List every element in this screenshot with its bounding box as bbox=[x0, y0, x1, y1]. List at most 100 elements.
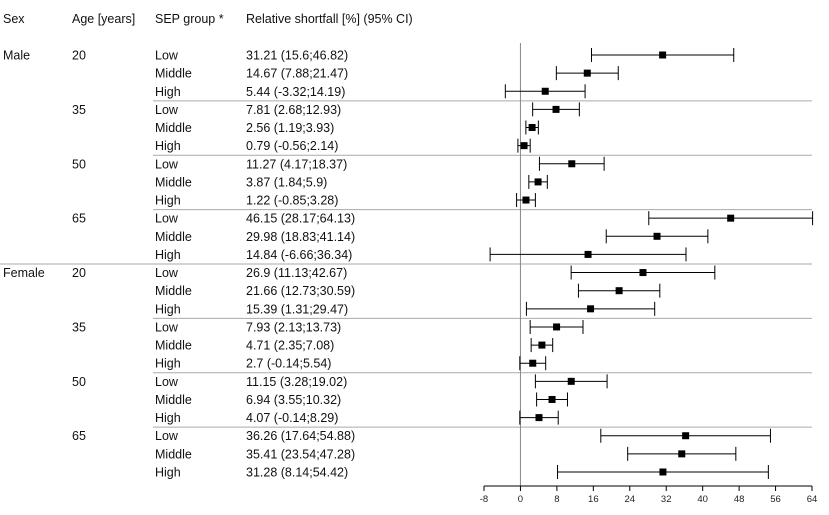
point-estimate bbox=[653, 232, 661, 240]
sep-group-label: Low bbox=[155, 429, 179, 443]
sep-group-label: Low bbox=[155, 212, 179, 226]
point-estimate bbox=[727, 214, 735, 222]
sex-label: Male bbox=[3, 49, 30, 63]
point-estimate bbox=[584, 250, 592, 258]
age-label: 20 bbox=[72, 49, 86, 63]
estimate-ci-label: 11.15 (3.28;19.02) bbox=[246, 375, 347, 389]
confidence-intervals bbox=[489, 48, 814, 479]
estimate-ci-label: 35.41 (23.54;47.28) bbox=[246, 447, 355, 461]
x-tick-label: 48 bbox=[734, 494, 745, 505]
point-estimate bbox=[615, 287, 623, 295]
point-estimate bbox=[639, 269, 647, 277]
point-estimate bbox=[553, 323, 561, 331]
age-label: 50 bbox=[72, 375, 86, 389]
x-tick-label: 56 bbox=[770, 494, 781, 505]
point-estimate bbox=[520, 142, 528, 150]
point-estimate bbox=[587, 305, 595, 313]
sep-group-label: Middle bbox=[155, 393, 192, 407]
sep-group-label: Middle bbox=[155, 175, 192, 189]
estimate-ci-label: 21.66 (12.73;30.59) bbox=[246, 284, 355, 298]
estimate-ci-label: 4.07 (-0.14;8.29) bbox=[246, 411, 338, 425]
point-estimate bbox=[552, 105, 560, 113]
sep-group-label: Low bbox=[155, 266, 179, 280]
x-tick-label: 32 bbox=[661, 494, 672, 505]
point-estimate bbox=[538, 341, 546, 349]
x-tick-label: 40 bbox=[697, 494, 708, 505]
sep-group-label: Middle bbox=[155, 284, 192, 298]
sep-group-label: Middle bbox=[155, 67, 192, 81]
sep-group-label: Middle bbox=[155, 121, 192, 135]
sep-group-label: Low bbox=[155, 103, 179, 117]
sep-group-label: Low bbox=[155, 375, 179, 389]
estimate-ci-label: 14.67 (7.88;21.47) bbox=[246, 67, 348, 81]
header-sep-group: SEP group * bbox=[155, 12, 224, 26]
point-estimate bbox=[522, 196, 530, 204]
estimate-ci-label: 29.98 (18.83;41.14) bbox=[246, 230, 355, 244]
point-estimate bbox=[659, 468, 667, 476]
x-axis: -8 0 8 16 24 32 40 48 56 64 bbox=[480, 485, 818, 505]
sep-group-label: High bbox=[155, 466, 181, 480]
sex-label: Female bbox=[3, 266, 45, 280]
sep-group-label: High bbox=[155, 302, 181, 316]
sep-group-label: High bbox=[155, 85, 181, 99]
estimate-ci-label: 5.44 (-3.32;14.19) bbox=[246, 85, 345, 99]
estimate-ci-label: 14.84 (-6.66;36.34) bbox=[246, 248, 352, 262]
estimate-ci-label: 7.81 (2.68;12.93) bbox=[246, 103, 341, 117]
sep-group-label: Low bbox=[155, 49, 179, 63]
x-tick-label: 8 bbox=[554, 494, 559, 505]
x-tick-label: 24 bbox=[624, 494, 635, 505]
x-tick-label: 16 bbox=[588, 494, 599, 505]
estimate-ci-label: 4.71 (2.35;7.08) bbox=[246, 339, 334, 353]
sep-group-label: Middle bbox=[155, 339, 192, 353]
header-sex: Sex bbox=[3, 12, 25, 26]
row-separators bbox=[0, 100, 812, 428]
point-estimate bbox=[682, 432, 690, 440]
estimate-ci-label: 6.94 (3.55;10.32) bbox=[246, 393, 341, 407]
estimate-ci-label: 15.39 (1.31;29.47) bbox=[246, 302, 348, 316]
estimate-ci-label: 36.26 (17.64;54.88) bbox=[246, 429, 355, 443]
estimate-ci-label: 46.15 (28.17;64.13) bbox=[246, 212, 355, 226]
point-estimate bbox=[541, 87, 549, 95]
point-estimate bbox=[535, 414, 543, 422]
sep-group-label: High bbox=[155, 248, 181, 262]
point-estimate bbox=[548, 395, 556, 403]
point-estimate bbox=[529, 359, 537, 367]
sep-group-label: Middle bbox=[155, 230, 192, 244]
estimate-ci-label: 26.9 (11.13;42.67) bbox=[246, 266, 347, 280]
sep-group-label: High bbox=[155, 139, 181, 153]
sep-group-label: High bbox=[155, 357, 181, 371]
point-estimate bbox=[567, 377, 575, 385]
estimate-ci-label: 31.21 (15.6;46.82) bbox=[246, 49, 348, 63]
estimate-ci-label: 1.22 (-0.85;3.28) bbox=[246, 194, 338, 208]
table-text: Male 20 Low 31.21 (15.6;46.82) Middle 14.67 (… bbox=[3, 49, 355, 480]
estimate-ci-label: 3.87 (1.84;5.9) bbox=[246, 175, 327, 189]
sep-group-label: High bbox=[155, 411, 181, 425]
header-age: Age [years] bbox=[72, 12, 135, 26]
sep-group-label: Low bbox=[155, 320, 179, 334]
x-tick-label: -8 bbox=[480, 494, 488, 505]
estimate-ci-label: 2.56 (1.19;3.93) bbox=[246, 121, 334, 135]
age-label: 35 bbox=[72, 103, 86, 117]
x-tick-label: 64 bbox=[807, 494, 818, 505]
estimate-ci-label: 11.27 (4.17;18.37) bbox=[246, 157, 347, 171]
estimate-ci-label: 0.79 (-0.56;2.14) bbox=[246, 139, 338, 153]
point-estimate bbox=[678, 450, 686, 458]
point-estimate bbox=[659, 51, 667, 59]
age-label: 20 bbox=[72, 266, 86, 280]
point-estimate bbox=[528, 124, 536, 132]
estimate-ci-label: 31.28 (8.14;54.42) bbox=[246, 466, 348, 480]
header-row: Sex Age [years] SEP group * Relative sho… bbox=[3, 12, 413, 26]
estimate-ci-label: 2.7 (-0.14;5.54) bbox=[246, 357, 331, 371]
point-estimate bbox=[583, 69, 591, 77]
sep-group-label: Low bbox=[155, 157, 179, 171]
age-label: 50 bbox=[72, 157, 86, 171]
age-label: 65 bbox=[72, 429, 86, 443]
age-label: 65 bbox=[72, 212, 86, 226]
header-relative-shortfall: Relative shortfall [%] (95% CI) bbox=[246, 12, 413, 26]
age-label: 35 bbox=[72, 320, 86, 334]
point-estimate bbox=[568, 160, 576, 168]
x-tick-label: 0 bbox=[518, 494, 523, 505]
sep-group-label: Middle bbox=[155, 447, 192, 461]
sep-group-label: High bbox=[155, 194, 181, 208]
